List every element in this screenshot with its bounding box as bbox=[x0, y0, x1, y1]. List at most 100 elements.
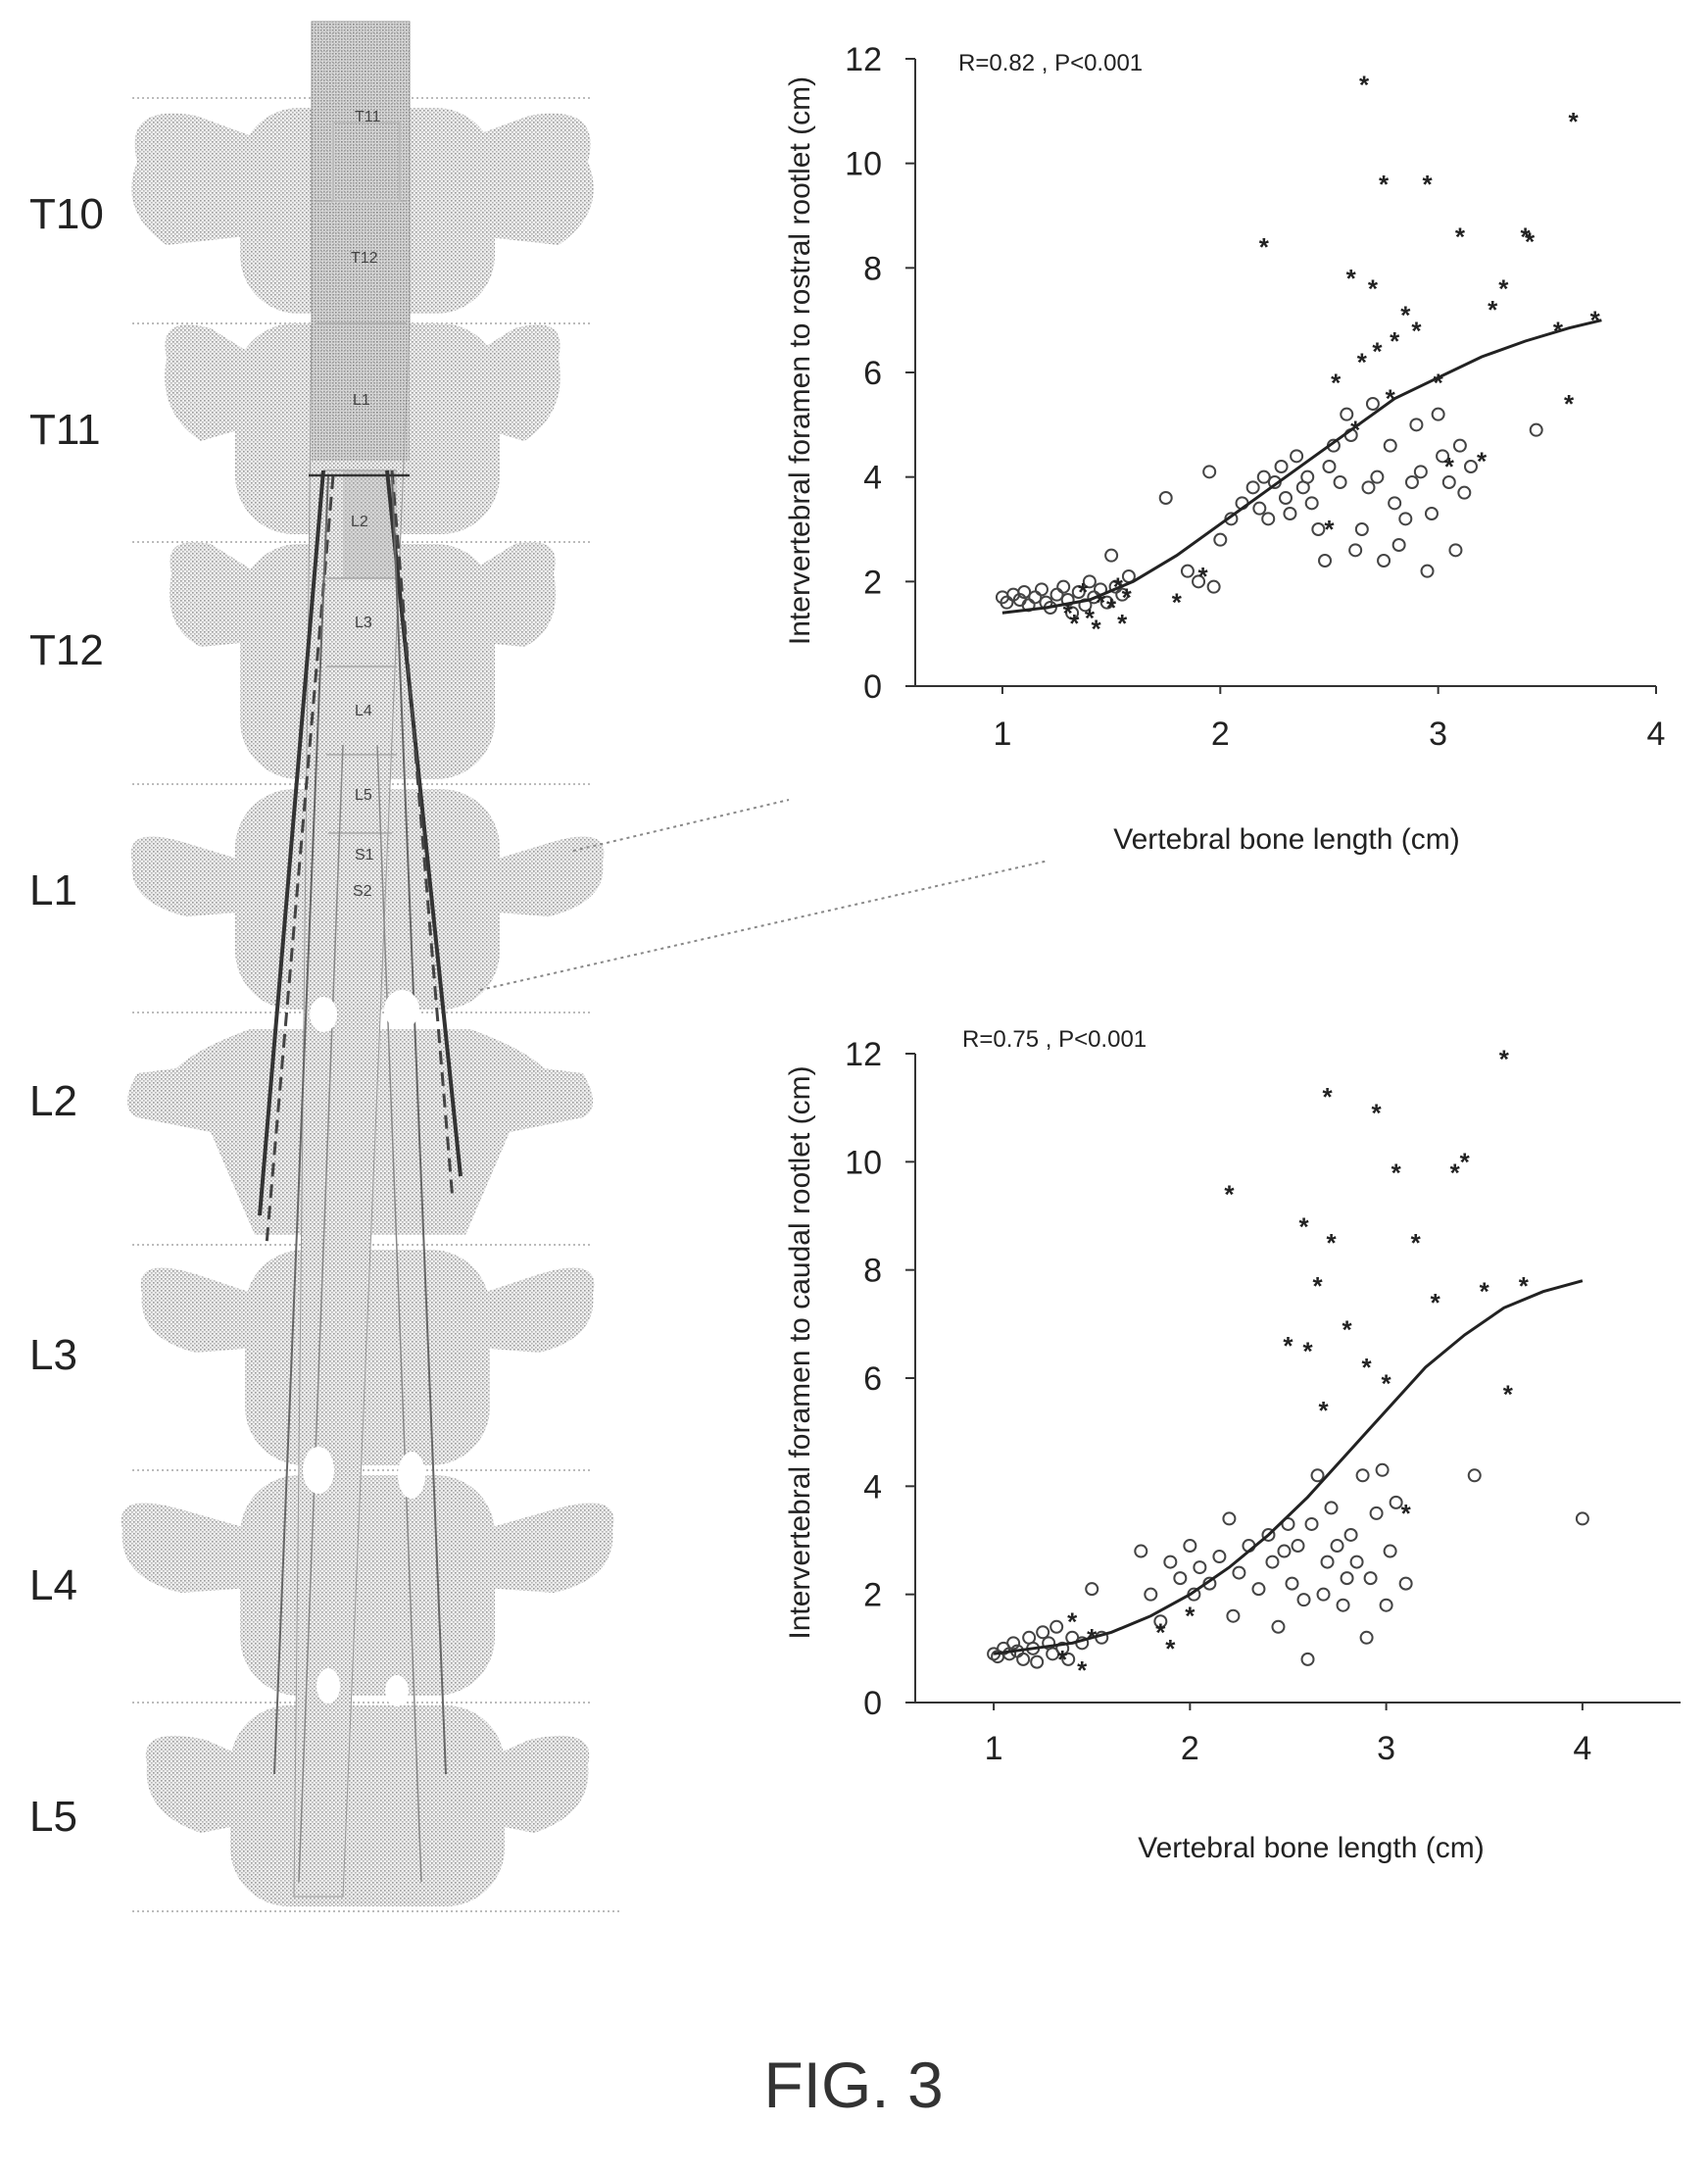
chart-rostral-point-filled: * bbox=[1455, 222, 1466, 251]
chart-rostral-point-filled: * bbox=[1521, 222, 1532, 251]
chart-caudal-point-filled: * bbox=[1401, 1499, 1412, 1528]
chart-rostral-point-open bbox=[1274, 460, 1289, 473]
chart-caudal-point-filled: * bbox=[1411, 1228, 1422, 1258]
chart-caudal-point-filled: * bbox=[1499, 1045, 1510, 1074]
chart-caudal-point-open bbox=[1316, 1587, 1331, 1602]
cord-labels: T11 T12 L1 L2 L3 L4 L5 S1 S2 bbox=[351, 109, 380, 900]
chart-caudal-point-open bbox=[1261, 1527, 1276, 1542]
chart-rostral-point-open bbox=[1420, 564, 1435, 578]
chart-caudal-point-open bbox=[1016, 1652, 1031, 1666]
chart-caudal-annotation: R=0.75 , P<0.001 bbox=[962, 1026, 1147, 1053]
chart-rostral-point-filled: * bbox=[1331, 369, 1342, 398]
chart-rostral-point-open bbox=[1290, 449, 1304, 464]
chart-rostral-point-filled: * bbox=[1091, 614, 1101, 643]
chart-caudal-point-filled: * bbox=[1185, 1602, 1196, 1631]
chart-caudal-ytick-label: 4 bbox=[863, 1468, 882, 1506]
cord-label-s1: S1 bbox=[355, 847, 374, 864]
cord-label-l4: L4 bbox=[355, 703, 372, 719]
chart-rostral-xtick-label: 1 bbox=[993, 716, 1011, 753]
chart-rostral-point-filled: * bbox=[1346, 264, 1357, 293]
chart-rostral-point-open bbox=[1431, 407, 1445, 421]
chart-caudal-xtick-label: 2 bbox=[1181, 1730, 1199, 1767]
chart-rostral-point-filled: * bbox=[1488, 295, 1498, 324]
chart-rostral-point-open bbox=[1300, 469, 1315, 484]
chart-rostral-point-open bbox=[1028, 590, 1043, 605]
chart-caudal-point-filled: * bbox=[1342, 1314, 1353, 1344]
chart-caudal-point-open bbox=[1055, 1641, 1070, 1655]
chart-caudal-xlabel: Vertebral bone length (cm) bbox=[1138, 1832, 1485, 1864]
chart-rostral-point-open bbox=[1180, 564, 1195, 578]
cord-label-s2: S2 bbox=[353, 883, 372, 900]
chart-rostral-point-filled: * bbox=[1564, 389, 1575, 419]
chart-rostral-point-open bbox=[1099, 595, 1114, 610]
chart-rostral-point-open bbox=[1424, 507, 1439, 520]
chart-caudal-xtick-label: 3 bbox=[1377, 1730, 1395, 1767]
chart-caudal-point-open bbox=[1285, 1576, 1299, 1591]
chart-caudal-point-filled: * bbox=[1460, 1147, 1471, 1176]
chart-caudal-point-open bbox=[1363, 1571, 1378, 1586]
chart-rostral-ytick-label: 12 bbox=[845, 41, 882, 78]
vertebra-label-l3: L3 bbox=[29, 1331, 77, 1379]
chart-caudal-xtick-label: 4 bbox=[1573, 1730, 1591, 1767]
chart-caudal-point-open bbox=[1383, 1544, 1397, 1558]
chart-rostral-point-open bbox=[1311, 522, 1326, 536]
chart-caudal-point-open bbox=[1222, 1511, 1237, 1526]
chart-rostral-point-filled: * bbox=[1525, 227, 1536, 257]
chart-rostral-point-open bbox=[1252, 501, 1267, 516]
chart-rostral-point-open bbox=[1333, 475, 1347, 489]
chart-rostral-xlabel: Vertebral bone length (cm) bbox=[1113, 823, 1460, 856]
vertebra-label-l2: L2 bbox=[29, 1077, 77, 1125]
chart-rostral-point-open bbox=[1354, 522, 1369, 536]
chart-caudal-point-open bbox=[1134, 1544, 1148, 1558]
chart-rostral-point-filled: * bbox=[1411, 316, 1422, 345]
chart-rostral-point-filled: * bbox=[1368, 274, 1379, 304]
chart-caudal-ytick-label: 12 bbox=[845, 1036, 882, 1073]
chart-caudal-point-open bbox=[1265, 1555, 1280, 1569]
chart-rostral-point-open bbox=[1071, 585, 1086, 599]
cord-label-t11: T11 bbox=[355, 109, 380, 125]
chart-rostral-ytick-label: 2 bbox=[863, 564, 882, 601]
chart-rostral-point-open bbox=[1409, 418, 1424, 432]
chart-rostral-point-open bbox=[1279, 491, 1293, 505]
chart-caudal-point-filled: * bbox=[1312, 1271, 1323, 1301]
chart-caudal-point-filled: * bbox=[1372, 1099, 1383, 1128]
vertebra-label-l4: L4 bbox=[29, 1561, 77, 1609]
chart-caudal-fit-line bbox=[993, 1279, 1584, 1655]
chart-rostral-ylabel: Intervertebral foramen to rostral rootle… bbox=[784, 76, 816, 645]
chart-rostral-point-open bbox=[1082, 574, 1097, 589]
chart-caudal-point-open bbox=[1340, 1571, 1354, 1586]
chart-rostral-point-filled: * bbox=[1069, 609, 1080, 638]
chart-rostral-point-open bbox=[1192, 574, 1206, 589]
chart-rostral-point-open bbox=[1398, 512, 1413, 526]
chart-rostral-point-open bbox=[1383, 438, 1397, 453]
chart-caudal-point-filled: * bbox=[1283, 1331, 1293, 1360]
chart-caudal-point-open bbox=[1226, 1608, 1241, 1623]
cord-label-l5: L5 bbox=[355, 787, 372, 804]
chart-rostral-point-filled: * bbox=[1197, 562, 1208, 591]
vertebra-label-l1: L1 bbox=[29, 866, 77, 914]
chart-rostral-point-open bbox=[1060, 593, 1075, 607]
chart-rostral-point-filled: * bbox=[1386, 384, 1396, 414]
chart-caudal-point-open bbox=[1049, 1619, 1064, 1634]
chart-rostral-point-filled: * bbox=[1106, 593, 1117, 622]
chart-rostral-point-filled: * bbox=[1259, 232, 1270, 262]
chart-caudal-point-filled: * bbox=[1503, 1380, 1514, 1409]
chart-rostral-point-open bbox=[1365, 397, 1380, 411]
chart-rostral-point-filled: * bbox=[1400, 300, 1411, 329]
chart-rostral-point-filled: * bbox=[1498, 274, 1509, 304]
chart-caudal-point-open bbox=[1030, 1654, 1045, 1669]
chart-caudal-point-open bbox=[1193, 1560, 1207, 1575]
chart-caudal-point-filled: * bbox=[1155, 1617, 1166, 1647]
chart-caudal-point-open bbox=[1310, 1468, 1325, 1483]
chart-caudal-point-filled: * bbox=[1057, 1645, 1068, 1674]
chart-caudal-point-open bbox=[1575, 1511, 1589, 1526]
chart-rostral-point-open bbox=[1034, 582, 1049, 597]
chart-caudal-point-open bbox=[1467, 1468, 1482, 1483]
chart-caudal-point-filled: * bbox=[1362, 1353, 1373, 1382]
chart-caudal-point-open bbox=[1324, 1501, 1339, 1515]
chart-rostral-point-open bbox=[1529, 422, 1543, 437]
chart-caudal-point-filled: * bbox=[1382, 1369, 1392, 1399]
chart-rostral-ytick-label: 8 bbox=[863, 250, 882, 287]
chart-caudal-point-filled: * bbox=[1298, 1212, 1309, 1242]
